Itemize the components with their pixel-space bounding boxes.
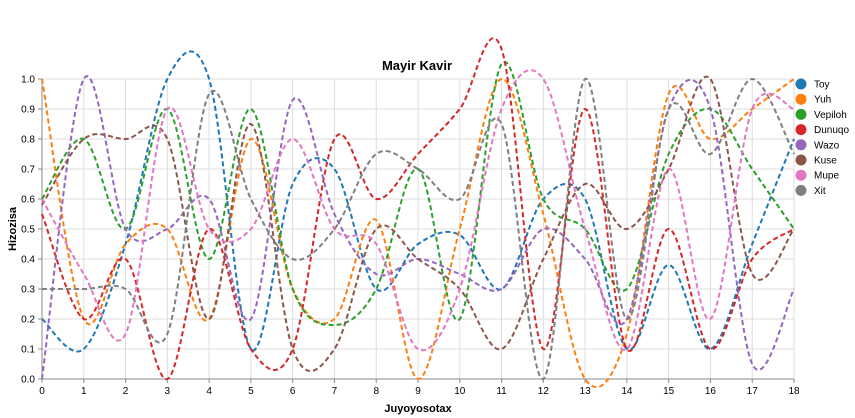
x-tick-label: 11	[496, 386, 507, 397]
grid-lines	[41, 78, 795, 380]
legend-label-kuse: Kuse	[814, 156, 837, 167]
y-tick-label: 1.0	[21, 75, 35, 86]
legend-swatch-mupe	[795, 169, 807, 181]
legend-label-toy: Toy	[814, 80, 830, 91]
x-tick-label: 1	[81, 386, 87, 397]
legend-swatch-vepiloh	[795, 108, 807, 120]
series-line-yuh	[41, 78, 795, 389]
x-axis-title: Juyoyosotax	[384, 403, 452, 415]
series-lines	[41, 37, 795, 389]
series-line-toy	[41, 50, 795, 353]
x-tick-label: 4	[206, 386, 212, 397]
legend-swatch-toy	[795, 78, 807, 90]
y-tick-label: 0.6	[21, 195, 35, 206]
y-tick-label: 0.3	[21, 285, 35, 296]
y-tick-label: 0.2	[21, 315, 35, 326]
legend-label-mupe: Mupe	[814, 171, 839, 182]
y-tick-label: 0.7	[21, 165, 35, 176]
legend-label-wazo: Wazo	[814, 140, 840, 151]
x-tick-label: 15	[663, 386, 675, 397]
y-tick-labels: 0.0 0.1 0.2 0.3 0.4 0.5 0.6 0.7 0.8 0.9 1.0	[21, 75, 42, 386]
legend-label-yuh: Yuh	[814, 95, 831, 106]
x-tick-label: 18	[788, 386, 800, 397]
legend: Toy Yuh Vepiloh Dunuqo Wazo Kuse Mupe Xit	[795, 78, 849, 197]
series-line-dunuqo	[41, 37, 795, 380]
legend-label-dunuqo: Dunuqo	[814, 125, 849, 136]
chart-title: Mayir Kavir	[382, 58, 452, 73]
x-tick-label: 16	[705, 386, 717, 397]
legend-label-xit: Xit	[814, 186, 826, 197]
x-tick-label: 0	[39, 386, 45, 397]
y-axis-title: Hizozisa	[7, 206, 19, 251]
x-tick-label: 14	[621, 386, 633, 397]
legend-swatch-yuh	[795, 93, 807, 105]
series-line-mupe	[41, 69, 795, 352]
series-line-kuse	[41, 75, 795, 372]
x-tick-label: 6	[290, 386, 296, 397]
legend-swatch-dunuqo	[795, 124, 807, 136]
legend-swatch-xit	[795, 184, 807, 196]
x-tick-labels: 0 1 2 3 4 5 6 7 8 9 10 11 12 13 14 15 16 17 18	[39, 379, 800, 397]
x-tick-label: 5	[248, 386, 254, 397]
x-tick-label: 12	[538, 386, 550, 397]
x-tick-label: 3	[165, 386, 171, 397]
y-tick-label: 0.0	[21, 375, 35, 386]
x-tick-label: 10	[454, 386, 466, 397]
legend-label-vepiloh: Vepiloh	[814, 110, 847, 121]
series-line-wazo	[41, 75, 795, 380]
y-tick-label: 0.4	[21, 255, 35, 266]
x-tick-label: 13	[580, 386, 592, 397]
legend-swatch-wazo	[795, 139, 807, 151]
x-tick-label: 7	[332, 386, 338, 397]
series-line-xit	[42, 77, 795, 381]
legend-swatch-kuse	[795, 154, 807, 166]
y-tick-label: 0.5	[21, 225, 35, 236]
y-tick-label: 0.9	[21, 105, 35, 116]
x-tick-label: 9	[415, 386, 421, 397]
y-tick-label: 0.1	[21, 345, 35, 356]
y-tick-label: 0.8	[21, 135, 35, 146]
x-tick-label: 8	[373, 386, 379, 397]
x-tick-label: 17	[747, 386, 759, 397]
x-tick-label: 2	[123, 386, 129, 397]
